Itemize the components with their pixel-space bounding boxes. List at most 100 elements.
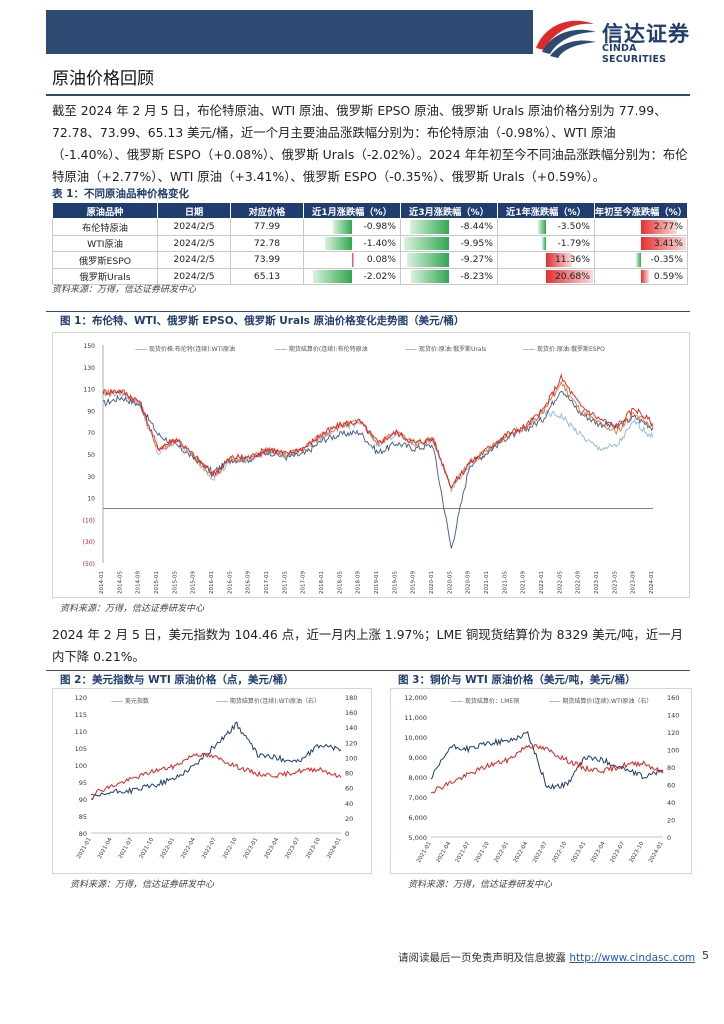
table-cell: 72.78 bbox=[230, 234, 304, 252]
x-tick-label: 2023-04 bbox=[590, 841, 607, 864]
cell-value: 0.08% bbox=[366, 254, 396, 266]
table-row: 布伦特原油 2024/2/5 77.99 -0.98% -8.44% -3.50% 2.77… bbox=[52, 218, 688, 236]
table-cell: -0.35% bbox=[594, 251, 688, 269]
legend-item: —— 期货结算价(连续):WTI原油（右） bbox=[548, 697, 652, 705]
x-tick-label: 2022-01 bbox=[159, 837, 176, 860]
figure3-frame: 12,000 11,000 10,000 9,000 8,000 7,000 6,000 5,… bbox=[390, 688, 692, 874]
x-tick-label: 2021-01 bbox=[76, 837, 93, 860]
y-left-tick-label: 6,000 bbox=[408, 814, 427, 822]
section-divider bbox=[46, 94, 690, 96]
cell-value: -9.95% bbox=[460, 237, 493, 249]
change-bar bbox=[641, 236, 686, 250]
x-tick-label: 2021-01 bbox=[484, 571, 490, 594]
table-cell: 3.41% bbox=[594, 234, 688, 252]
x-tick-label: 2022-10 bbox=[222, 837, 239, 860]
y-left-tick-label: 80 bbox=[79, 830, 87, 838]
y-right-tick-label: 20 bbox=[667, 817, 675, 825]
x-tick-label: 2015-05 bbox=[172, 571, 178, 594]
series-line-3 bbox=[102, 389, 654, 493]
change-bar bbox=[325, 236, 352, 250]
table-cell: -8.44% bbox=[400, 218, 498, 236]
x-tick-label: 2022-04 bbox=[180, 837, 197, 860]
cell-value: 2.77% bbox=[653, 221, 683, 233]
table-cell: 2024/2/5 bbox=[157, 234, 231, 252]
change-bar bbox=[538, 220, 546, 234]
col-header: 近3月涨跌幅（%） bbox=[400, 202, 498, 219]
cell-value: 2024/2/5 bbox=[173, 237, 215, 249]
figure1-caption: 图 1：布伦特、WTI、俄罗斯 EPSO、俄罗斯 Urals 原油价格变化走势图… bbox=[60, 315, 465, 327]
legend-item: —— 期货结算价(连续):WTI原油（右） bbox=[216, 697, 320, 705]
x-tick-label: 2023-10 bbox=[305, 837, 322, 860]
x-tick-label: 2021-04 bbox=[97, 837, 114, 860]
y-right-tick-label: 80 bbox=[667, 764, 675, 772]
table-source: 资料来源：万得，信达证券研发中心 bbox=[52, 285, 197, 295]
table-cell: -2.02% bbox=[303, 267, 401, 285]
y-left-tick-label: 90 bbox=[79, 796, 87, 804]
change-bar bbox=[403, 236, 449, 250]
brand-name-cn: 信达证券 bbox=[602, 22, 690, 46]
change-bar bbox=[352, 253, 354, 267]
page-number: 5 bbox=[702, 949, 709, 962]
cell-value: 2024/2/5 bbox=[173, 254, 215, 266]
change-bar bbox=[333, 220, 352, 234]
x-tick-label: 2016-05 bbox=[227, 571, 233, 594]
figure2-frame: 120 115 110 105 100 95 90 85 80 180 160 140 120 100 80… bbox=[52, 688, 372, 874]
series-line-2 bbox=[102, 373, 654, 489]
table-cell: WTI原油 bbox=[52, 234, 158, 252]
change-bar bbox=[406, 253, 449, 267]
legend-item: —— 现货价:原油:俄罗斯ESPO bbox=[523, 345, 605, 353]
series-line-1 bbox=[102, 391, 654, 549]
x-tick-label: 2019-09 bbox=[411, 571, 417, 594]
y-left-tick-label: 85 bbox=[79, 813, 87, 821]
y-right-tick-label: 160 bbox=[667, 694, 679, 702]
y-left-tick-label: 120 bbox=[75, 694, 87, 702]
cell-value: 2024/2/5 bbox=[173, 221, 215, 233]
x-tick-label: 2023-05 bbox=[612, 571, 618, 594]
x-tick-label: 2023-07 bbox=[284, 837, 301, 860]
change-bar bbox=[636, 253, 641, 267]
cell-value: 俄罗斯Urals bbox=[79, 272, 131, 284]
change-bar bbox=[541, 236, 546, 250]
legend-item: —— 现货结算价：LME铜 bbox=[451, 697, 519, 705]
y-left-tick-label: 110 bbox=[75, 728, 87, 736]
cell-value: 俄罗斯ESPO bbox=[79, 255, 131, 267]
x-tick-label: 2023-01 bbox=[571, 841, 588, 864]
x-tick-label: 2023-07 bbox=[609, 841, 626, 864]
y-right-tick-label: 120 bbox=[667, 729, 679, 737]
x-tick-label: 2023-01 bbox=[243, 837, 260, 860]
table-row: 俄罗斯Urals 2024/2/5 65.13 -2.02% -8.23% 20.68% 0… bbox=[52, 267, 688, 285]
x-tick-label: 2022-01 bbox=[493, 841, 510, 864]
x-tick-label: 2022-01 bbox=[539, 571, 545, 594]
table-cell: -3.50% bbox=[497, 218, 595, 236]
y-tick-label: 130 bbox=[84, 365, 96, 372]
y-right-tick-label: 40 bbox=[667, 799, 675, 807]
table-cell: -1.40% bbox=[303, 234, 401, 252]
x-tick-label: 2015-01 bbox=[154, 571, 160, 594]
x-tick-label: 2021-01 bbox=[416, 841, 433, 864]
y-tick-label: 90 bbox=[87, 408, 95, 415]
y-right-tick-label: 140 bbox=[345, 724, 357, 732]
table-cell: 73.99 bbox=[230, 251, 304, 269]
y-right-tick-label: 0 bbox=[667, 834, 671, 842]
y-right-tick-label: 60 bbox=[345, 785, 353, 793]
cell-value: 0.59% bbox=[653, 270, 683, 282]
market-paragraph: 2024 年 2 月 5 日，美元指数为 104.46 点，近一月内上涨 1.9… bbox=[52, 627, 683, 664]
table-row: WTI原油 2024/2/5 72.78 -1.40% -9.95% -1.79% 3.41… bbox=[52, 234, 688, 252]
table-cell: 20.68% bbox=[497, 267, 595, 285]
footer-link[interactable]: http://www.cindasc.com bbox=[569, 952, 696, 964]
cell-value: 77.99 bbox=[253, 221, 281, 233]
cell-value: -8.44% bbox=[460, 221, 493, 233]
y-tick-label: (50) bbox=[83, 561, 95, 568]
table-cell: 2.77% bbox=[594, 218, 688, 236]
col-header: 近1月涨跌幅（%） bbox=[303, 202, 401, 219]
cell-value: -9.27% bbox=[460, 254, 493, 266]
cell-value: 3.41% bbox=[653, 237, 683, 249]
cell-value: 73.99 bbox=[253, 254, 281, 266]
price-change-table: 原油品种 日期 对应价格 近1月涨跌幅（%） 近3月涨跌幅（%） 近1年涨跌幅（… bbox=[52, 202, 688, 285]
y-tick-label: (10) bbox=[83, 517, 95, 524]
y-left-tick-label: 105 bbox=[75, 745, 87, 753]
y-tick-label: 10 bbox=[87, 496, 95, 503]
x-tick-label: 2017-01 bbox=[264, 571, 270, 594]
table-cell: -9.95% bbox=[400, 234, 498, 252]
y-right-tick-label: 20 bbox=[345, 815, 353, 823]
